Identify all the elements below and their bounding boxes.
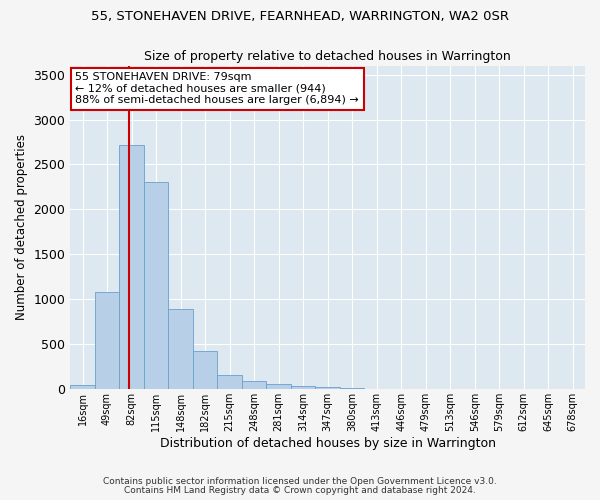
Bar <box>291 386 316 390</box>
Bar <box>217 375 242 390</box>
Text: Contains public sector information licensed under the Open Government Licence v3: Contains public sector information licen… <box>103 477 497 486</box>
Bar <box>169 310 193 390</box>
Bar <box>95 292 119 390</box>
Bar <box>364 388 389 390</box>
Bar <box>316 387 340 390</box>
Text: 55, STONEHAVEN DRIVE, FEARNHEAD, WARRINGTON, WA2 0SR: 55, STONEHAVEN DRIVE, FEARNHEAD, WARRING… <box>91 10 509 23</box>
Bar <box>144 182 169 390</box>
X-axis label: Distribution of detached houses by size in Warrington: Distribution of detached houses by size … <box>160 437 496 450</box>
Y-axis label: Number of detached properties: Number of detached properties <box>15 134 28 320</box>
Bar <box>193 350 217 390</box>
Text: 55 STONEHAVEN DRIVE: 79sqm
← 12% of detached houses are smaller (944)
88% of sem: 55 STONEHAVEN DRIVE: 79sqm ← 12% of deta… <box>76 72 359 105</box>
Bar <box>266 384 291 390</box>
Title: Size of property relative to detached houses in Warrington: Size of property relative to detached ho… <box>144 50 511 63</box>
Bar <box>119 144 144 390</box>
Text: Contains HM Land Registry data © Crown copyright and database right 2024.: Contains HM Land Registry data © Crown c… <box>124 486 476 495</box>
Bar <box>340 388 364 390</box>
Bar <box>70 385 95 390</box>
Bar <box>242 381 266 390</box>
